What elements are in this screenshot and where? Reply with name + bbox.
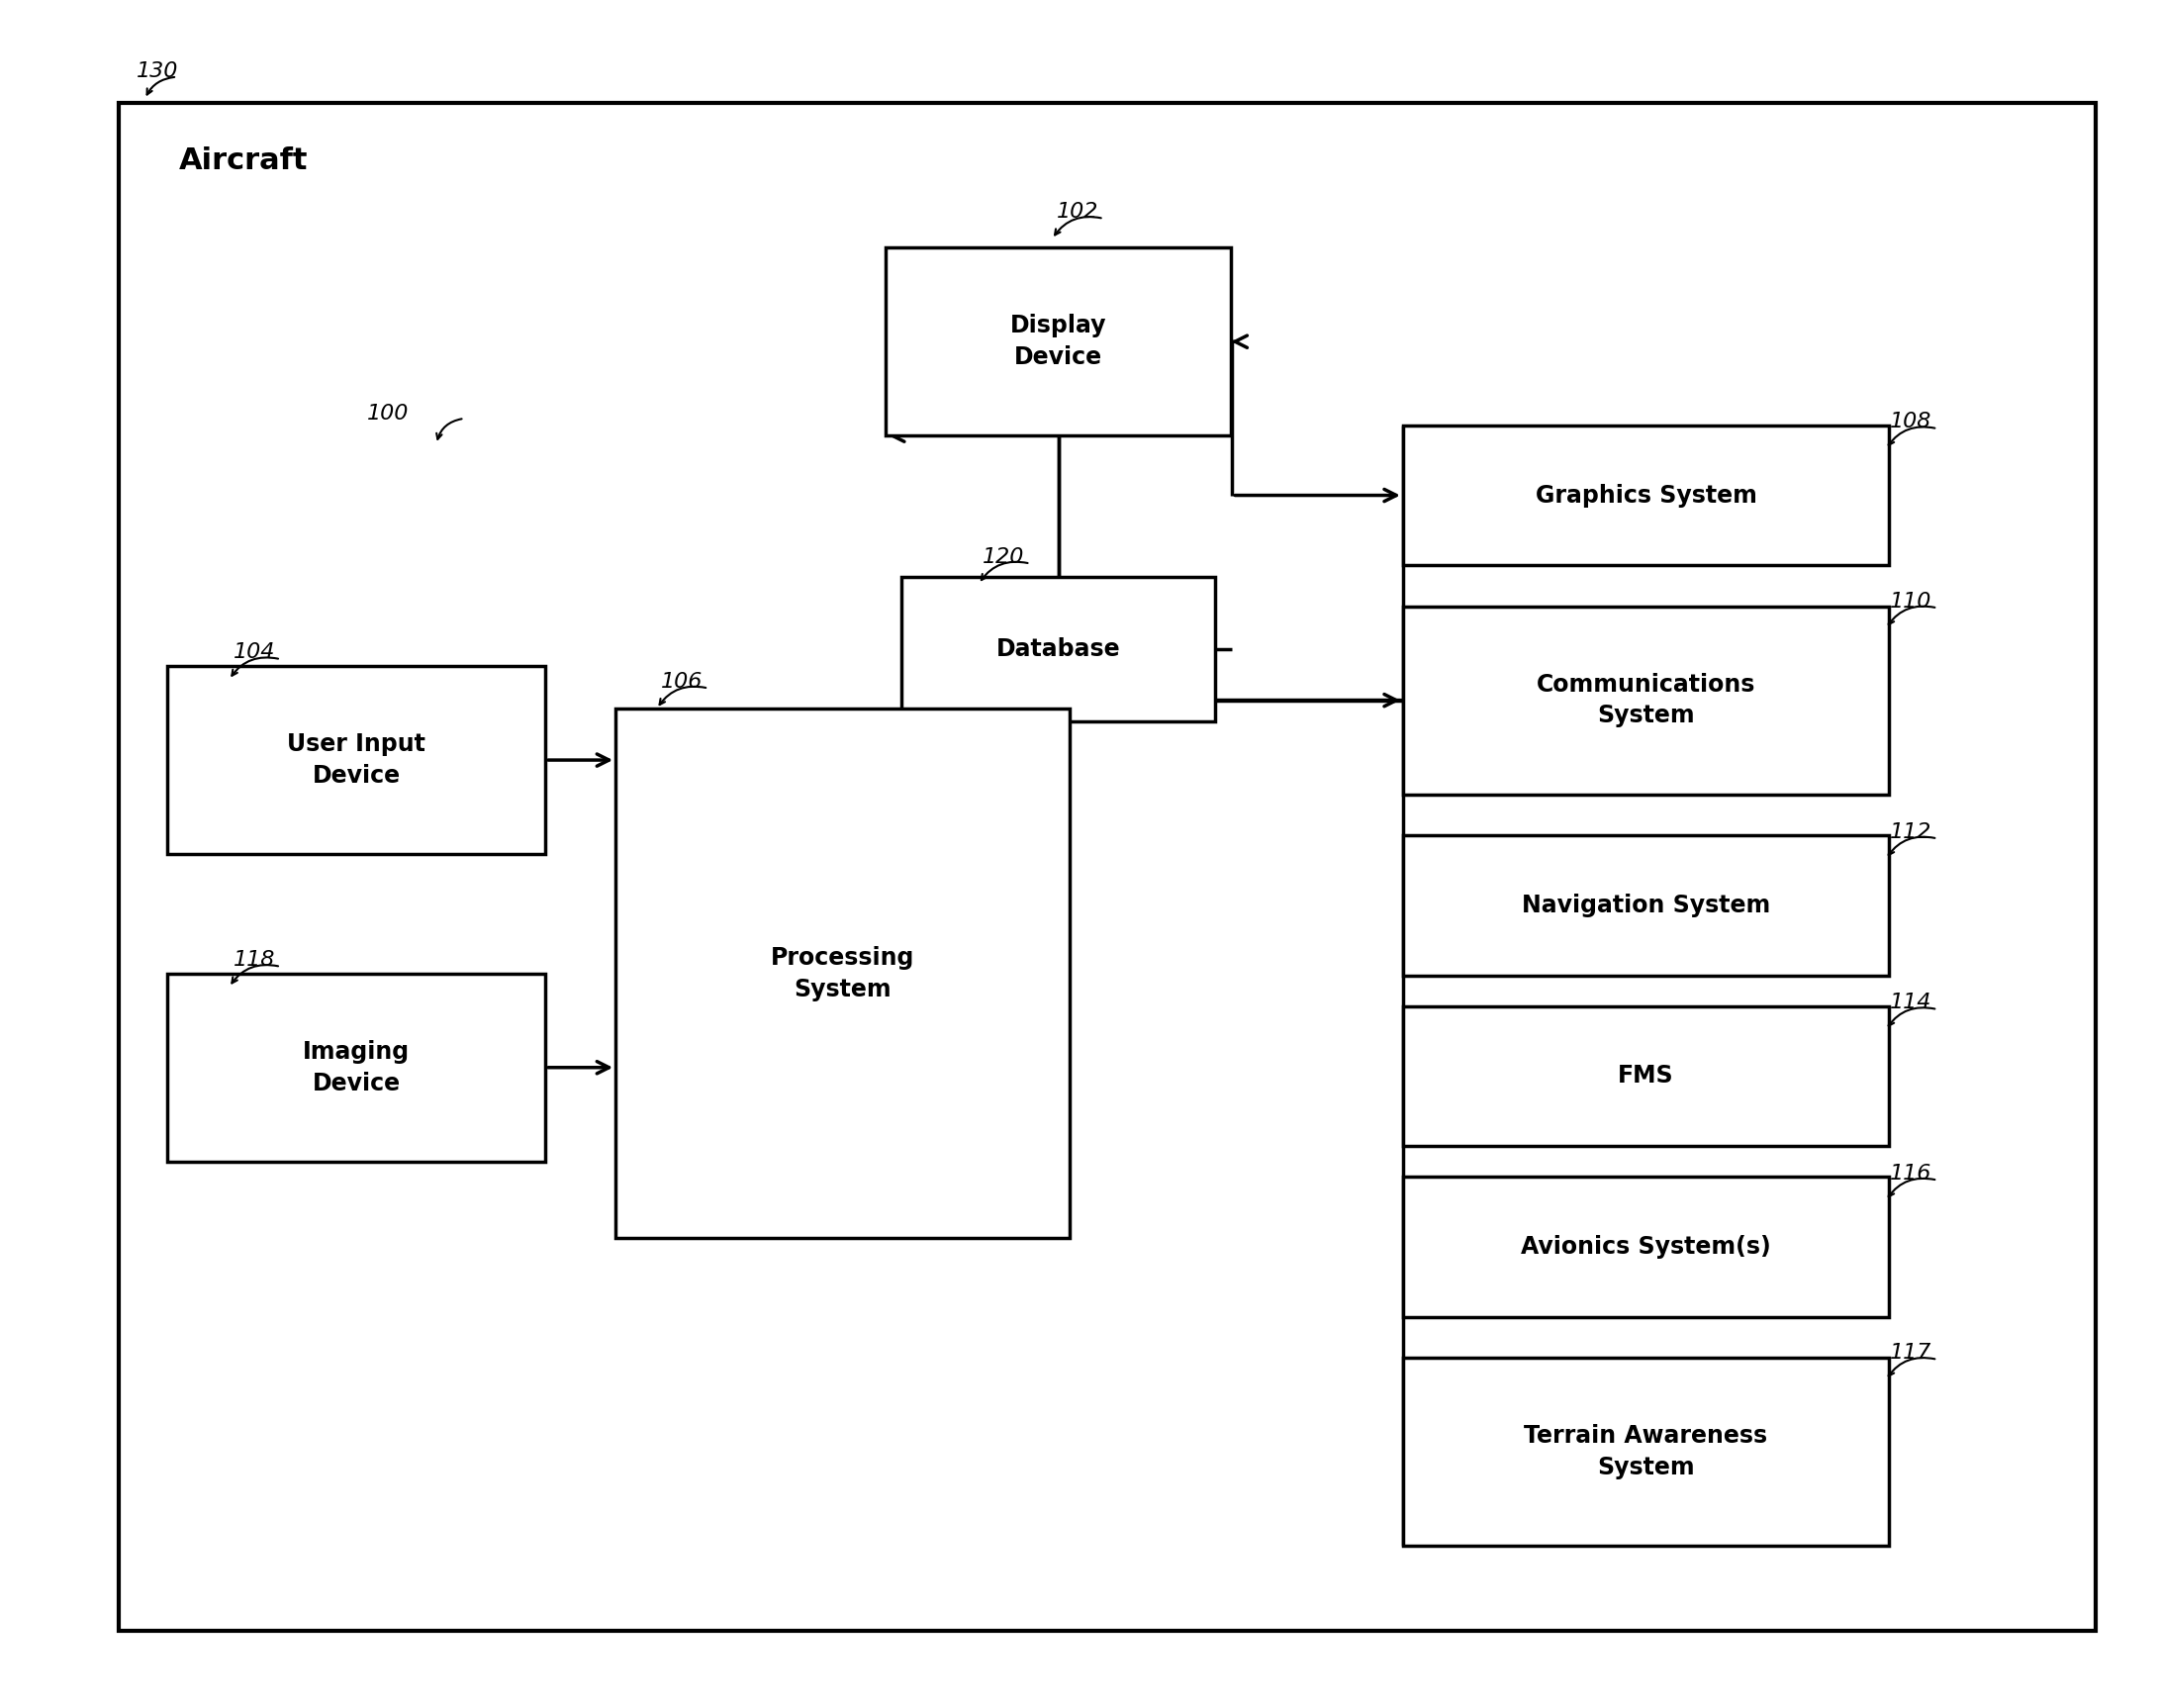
Text: 114: 114 xyxy=(1890,992,1931,1013)
Text: Terrain Awareness
System: Terrain Awareness System xyxy=(1525,1424,1767,1479)
Text: Communications
System: Communications System xyxy=(1536,673,1756,728)
Bar xyxy=(168,666,544,854)
Bar xyxy=(1404,1358,1888,1546)
Text: 100: 100 xyxy=(367,403,408,424)
Text: Navigation System: Navigation System xyxy=(1521,893,1771,917)
Text: 116: 116 xyxy=(1890,1163,1931,1184)
Text: 102: 102 xyxy=(1056,202,1097,222)
Text: Processing
System: Processing System xyxy=(771,946,914,1001)
Bar xyxy=(1404,835,1888,975)
Text: Imaging
Device: Imaging Device xyxy=(302,1040,410,1095)
Text: Aircraft: Aircraft xyxy=(179,147,309,174)
Bar xyxy=(1404,425,1888,565)
Bar xyxy=(168,974,544,1161)
Text: 118: 118 xyxy=(233,950,274,970)
Text: Display
Device: Display Device xyxy=(1011,314,1106,369)
Bar xyxy=(1404,1177,1888,1317)
Text: Graphics System: Graphics System xyxy=(1536,483,1756,507)
Text: 110: 110 xyxy=(1890,591,1931,611)
Text: User Input
Device: User Input Device xyxy=(287,733,426,787)
Text: 106: 106 xyxy=(661,671,702,692)
Text: Avionics System(s): Avionics System(s) xyxy=(1521,1235,1771,1259)
Text: 130: 130 xyxy=(136,61,177,82)
Text: 112: 112 xyxy=(1890,822,1931,842)
Bar xyxy=(886,248,1231,436)
Bar xyxy=(119,102,2095,1631)
Text: 117: 117 xyxy=(1890,1342,1931,1363)
Bar xyxy=(903,577,1214,722)
Bar xyxy=(616,709,1069,1238)
Bar xyxy=(1404,606,1888,794)
Text: FMS: FMS xyxy=(1618,1064,1674,1088)
Text: 104: 104 xyxy=(233,642,274,663)
Bar xyxy=(1404,1006,1888,1146)
Text: Database: Database xyxy=(996,637,1121,661)
Text: 108: 108 xyxy=(1890,412,1931,432)
Text: 120: 120 xyxy=(983,547,1024,567)
